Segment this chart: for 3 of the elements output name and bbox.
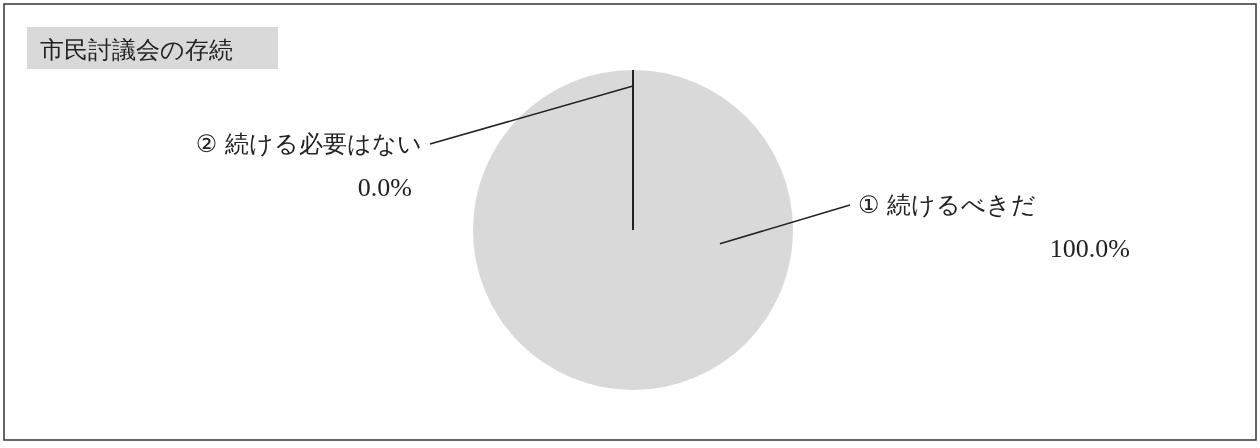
data-label: 100.0% xyxy=(1049,234,1130,263)
title: 市民討議会の存続 xyxy=(27,27,278,69)
slice-label: ① 続けるべきだ xyxy=(858,191,1037,219)
